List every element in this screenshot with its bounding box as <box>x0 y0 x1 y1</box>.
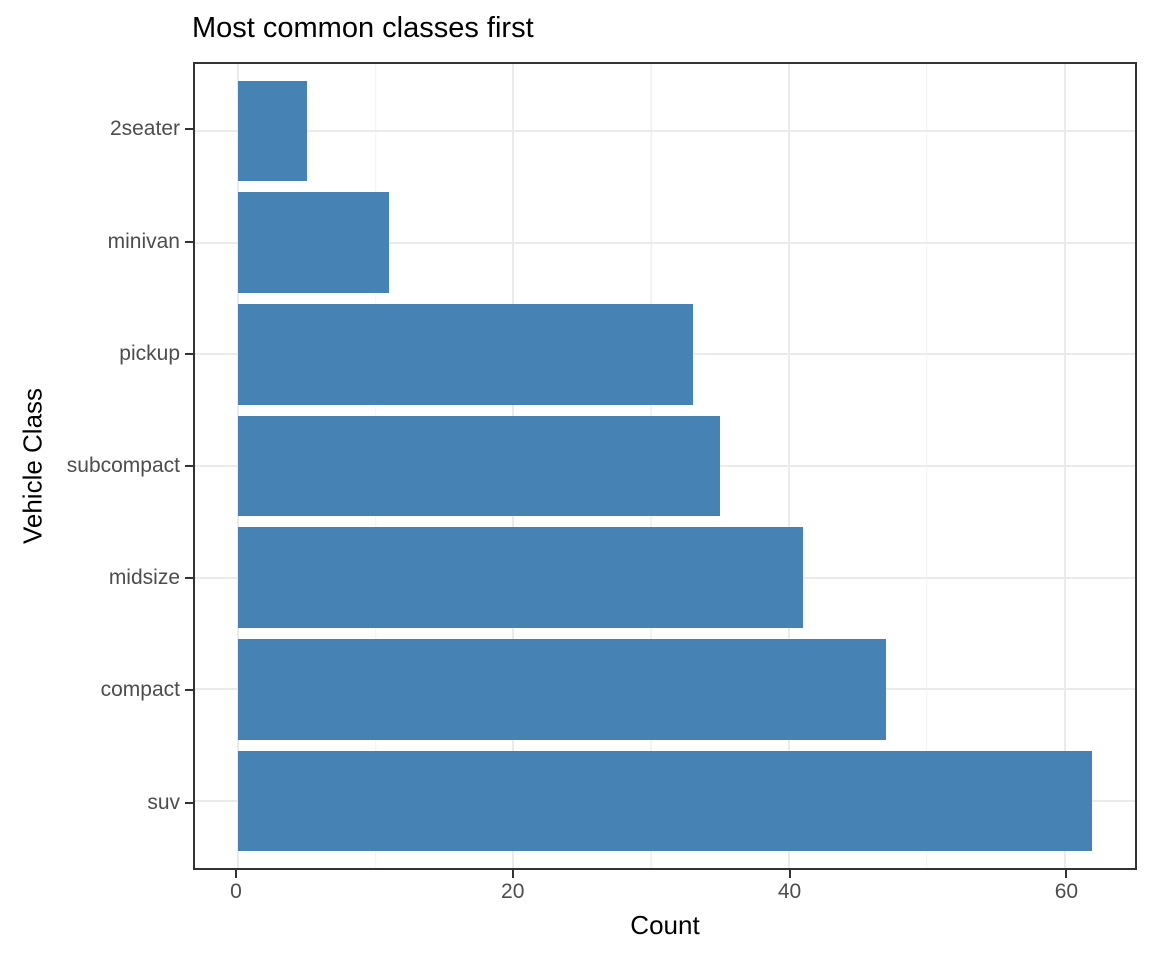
bar-subcompact <box>237 415 721 517</box>
y-tick-mark <box>185 240 193 243</box>
y-axis-tick-label: subcompact <box>66 454 180 477</box>
y-axis-tick-label: pickup <box>119 341 180 365</box>
x-tick-mark <box>788 870 791 878</box>
chart-title: Most common classes first <box>192 12 534 44</box>
y-axis-tick-label: compact <box>100 678 180 702</box>
y-tick-mark <box>185 465 193 467</box>
y-axis-tick-label: 2seater <box>109 117 180 141</box>
x-axis-title: Count <box>630 910 700 940</box>
y-axis-title: Vehicle Class <box>17 387 48 545</box>
y-axis-tick-label: minivan <box>107 229 180 253</box>
bar-2seater <box>237 80 307 182</box>
y-tick-mark <box>185 689 193 692</box>
x-tick-mark <box>1065 870 1068 878</box>
y-axis-tick-label: suv <box>147 790 180 814</box>
y-tick-mark <box>185 352 193 355</box>
bar-suv <box>237 750 1093 852</box>
x-axis-tick-label: 0 <box>230 880 242 903</box>
y-tick-mark <box>185 801 193 804</box>
x-axis-tick-label: 20 <box>501 880 525 903</box>
bar-minivan <box>237 192 390 293</box>
y-tick-mark <box>185 577 193 580</box>
bar-compact <box>237 639 886 740</box>
gridline-y-major <box>195 241 1135 244</box>
x-axis-tick-label: 60 <box>1054 880 1079 903</box>
x-tick-mark <box>511 870 514 878</box>
x-tick-mark <box>234 870 237 878</box>
bar-midsize <box>237 527 803 628</box>
gridline-y-major <box>195 129 1135 132</box>
x-axis-tick-label: 40 <box>777 880 802 903</box>
plot-panel <box>193 62 1137 870</box>
y-tick-mark <box>185 128 193 131</box>
y-axis-tick-label: midsize <box>108 566 180 590</box>
bar-pickup <box>237 304 693 405</box>
